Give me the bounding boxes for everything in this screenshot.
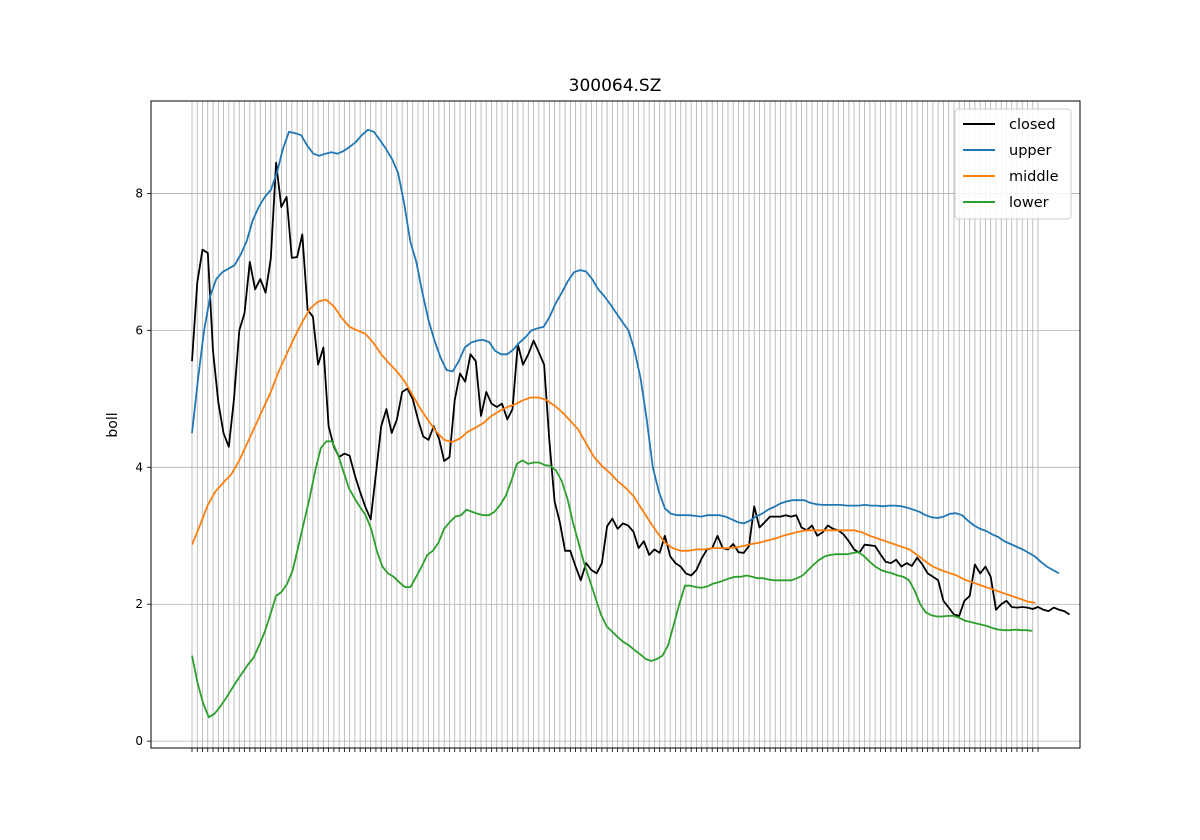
- x-gridlines: [191, 101, 1039, 748]
- series-line-lower: [191, 440, 1033, 719]
- chart-title: 300064.SZ: [569, 76, 662, 96]
- y-axis-label: boll: [105, 412, 121, 437]
- y-gridlines: [151, 193, 1080, 742]
- y-tick-label: 0: [135, 734, 143, 748]
- series-lines: [191, 128, 1070, 719]
- series-line-middle: [191, 298, 1036, 604]
- legend: closed upper middle lower: [954, 108, 1072, 220]
- legend-box: [954, 108, 1072, 220]
- y-tick-label: 2: [135, 597, 143, 611]
- legend-label-lower: lower: [1009, 195, 1049, 211]
- y-axis-ticks: 0 2 4 6 8: [135, 186, 151, 748]
- y-tick-label: 8: [135, 186, 143, 200]
- y-tick-label: 6: [135, 323, 143, 337]
- legend-label-middle: middle: [1009, 169, 1059, 185]
- legend-label-closed: closed: [1009, 117, 1056, 133]
- series-line-upper: [191, 128, 1060, 575]
- plot-frame: [150, 100, 1081, 749]
- legend-label-upper: upper: [1009, 143, 1052, 159]
- x-axis-ticks: [191, 748, 1039, 752]
- y-tick-label: 4: [135, 460, 143, 474]
